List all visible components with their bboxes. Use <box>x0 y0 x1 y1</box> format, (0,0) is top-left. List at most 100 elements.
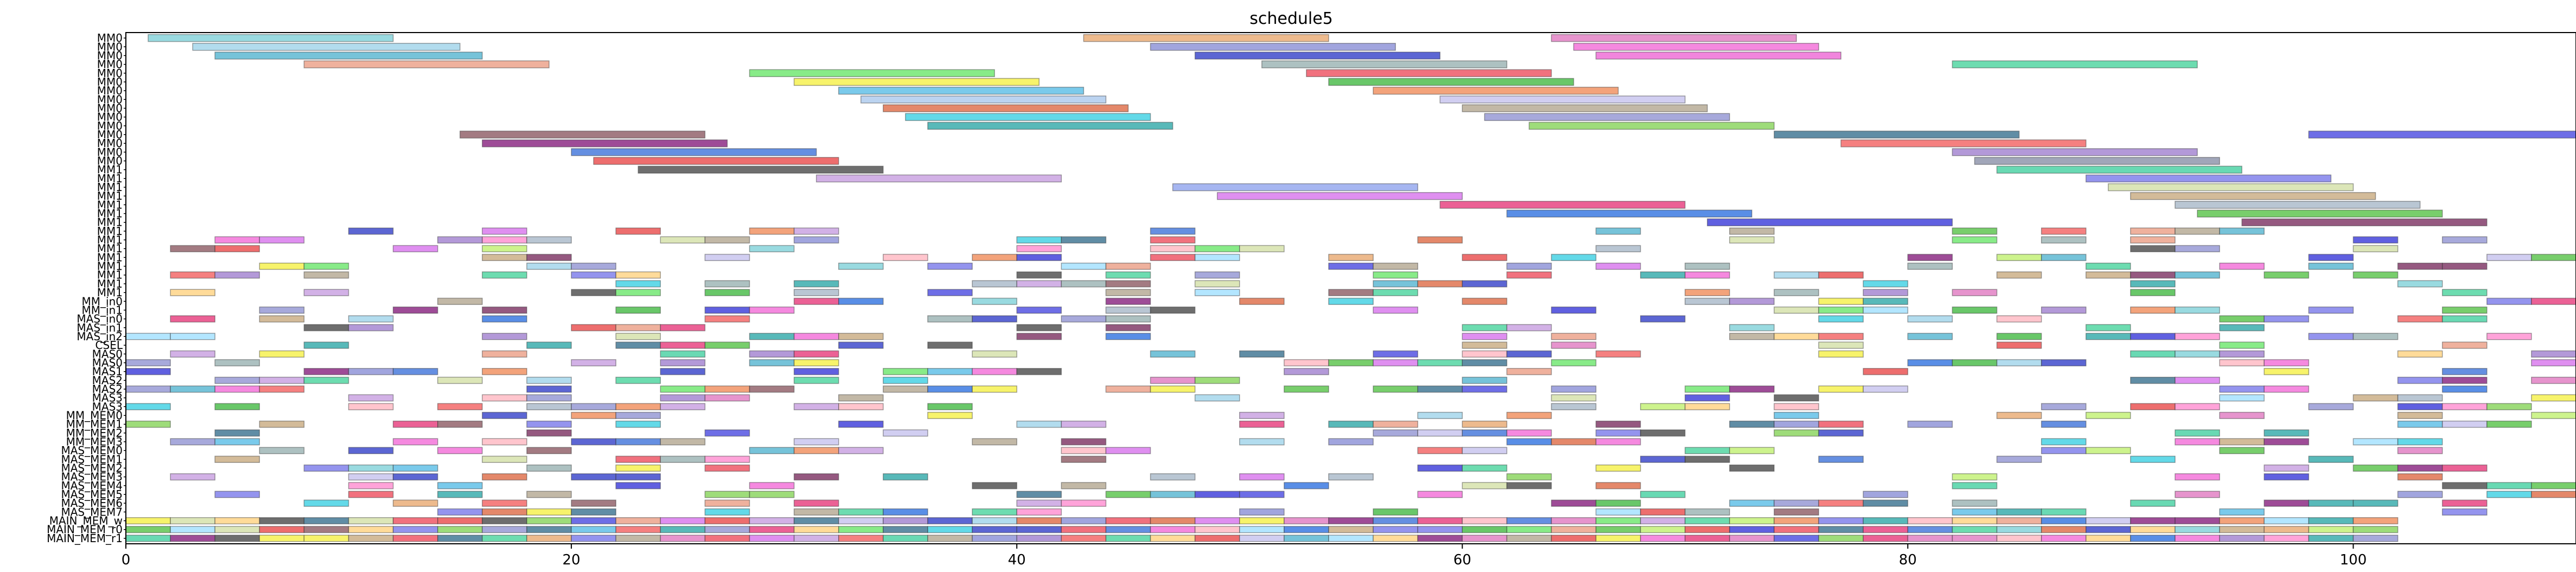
task-block <box>1373 359 1418 367</box>
task-block <box>660 394 706 402</box>
task-block <box>2263 385 2310 393</box>
task-block <box>348 526 394 533</box>
task-block <box>125 517 171 525</box>
task-block <box>749 385 795 393</box>
task-block <box>2219 526 2265 533</box>
task-block <box>437 403 483 410</box>
task-block <box>1506 262 1552 270</box>
task-block <box>2086 324 2131 332</box>
y-axis-labels: MM0MM0MM0MM0MM0MM0MM0MM0MM0MM0MM0MM0MM0M… <box>47 31 126 545</box>
task-block <box>1150 377 1196 384</box>
task-block <box>1105 385 1151 393</box>
task-block <box>2086 411 2131 420</box>
task-block <box>2441 385 2488 393</box>
task-block <box>1462 464 1508 472</box>
task-block <box>2531 377 2576 384</box>
task-block <box>303 341 349 349</box>
task-block <box>883 253 928 261</box>
task-block <box>170 350 215 358</box>
task-block <box>1729 421 1775 428</box>
task-block <box>1284 535 1329 542</box>
task-block <box>437 482 483 490</box>
task-block <box>1016 526 1062 533</box>
task-block <box>2130 350 2176 358</box>
task-block <box>1239 421 1285 428</box>
row-label: MAS_MEM6 <box>61 497 123 510</box>
task-block <box>660 359 706 367</box>
task-block <box>793 438 839 446</box>
task-block <box>2263 438 2310 446</box>
task-block <box>2263 499 2310 507</box>
task-block <box>1551 499 1597 507</box>
task-block <box>2130 526 2176 533</box>
task-block <box>1239 526 1285 533</box>
task-block <box>1061 499 1107 507</box>
task-block <box>1284 385 1329 393</box>
task-block <box>2441 368 2488 376</box>
task-block <box>1952 482 1998 490</box>
task-block <box>1685 262 1730 270</box>
task-block <box>1016 535 1062 542</box>
task-bar <box>793 78 1040 86</box>
task-block <box>2086 447 2131 454</box>
task-block <box>1462 429 1508 437</box>
task-block <box>1640 526 1686 533</box>
task-block <box>2397 350 2443 358</box>
task-block <box>2352 236 2399 244</box>
task-block <box>660 438 706 446</box>
task-block <box>2041 306 2087 314</box>
chart-title: schedule5 <box>1249 9 1333 28</box>
task-bar <box>2197 209 2443 218</box>
task-block <box>214 271 260 279</box>
task-block <box>615 411 661 420</box>
task-block <box>1640 403 1686 410</box>
task-bar <box>815 174 1062 183</box>
row-label: MM1 <box>97 181 123 194</box>
task-block <box>2130 280 2176 288</box>
task-block <box>1462 535 1508 542</box>
task-block <box>1506 482 1552 490</box>
task-block <box>793 333 839 340</box>
task-block <box>482 227 527 235</box>
task-block <box>1863 289 1909 296</box>
task-block <box>660 535 706 542</box>
task-block <box>704 306 750 314</box>
task-block <box>2397 447 2443 454</box>
task-block <box>392 499 438 507</box>
task-block <box>1996 526 2042 533</box>
task-block <box>2041 227 2087 235</box>
task-block <box>1506 271 1552 279</box>
row-label: MM0 <box>97 137 123 150</box>
task-block <box>437 491 483 498</box>
task-block <box>1194 535 1240 542</box>
task-block <box>927 403 973 410</box>
task-block <box>2130 455 2176 463</box>
task-block <box>348 482 394 490</box>
task-block <box>1818 499 1864 507</box>
task-block <box>927 411 973 420</box>
task-block <box>1685 455 1730 463</box>
task-block <box>838 333 884 340</box>
row-label: MM0 <box>97 145 123 158</box>
task-block <box>615 403 661 410</box>
task-block <box>660 368 706 376</box>
task-block <box>214 429 260 437</box>
task-block <box>1417 280 1463 288</box>
row-label: CSEL <box>95 339 123 352</box>
task-block <box>793 535 839 542</box>
task-block <box>1863 491 1909 498</box>
task-block <box>2531 359 2576 367</box>
row-label: MM0 <box>97 58 123 71</box>
task-block <box>883 535 928 542</box>
task-block <box>793 447 839 454</box>
task-block <box>1818 350 1864 358</box>
task-block <box>482 306 527 314</box>
task-block <box>1996 517 2042 525</box>
task-block <box>2352 333 2399 340</box>
task-block <box>972 535 1017 542</box>
task-block <box>1774 517 1819 525</box>
task-bar <box>2308 130 2576 139</box>
task-block <box>303 377 349 384</box>
task-block <box>2441 482 2488 490</box>
task-block <box>392 526 438 533</box>
